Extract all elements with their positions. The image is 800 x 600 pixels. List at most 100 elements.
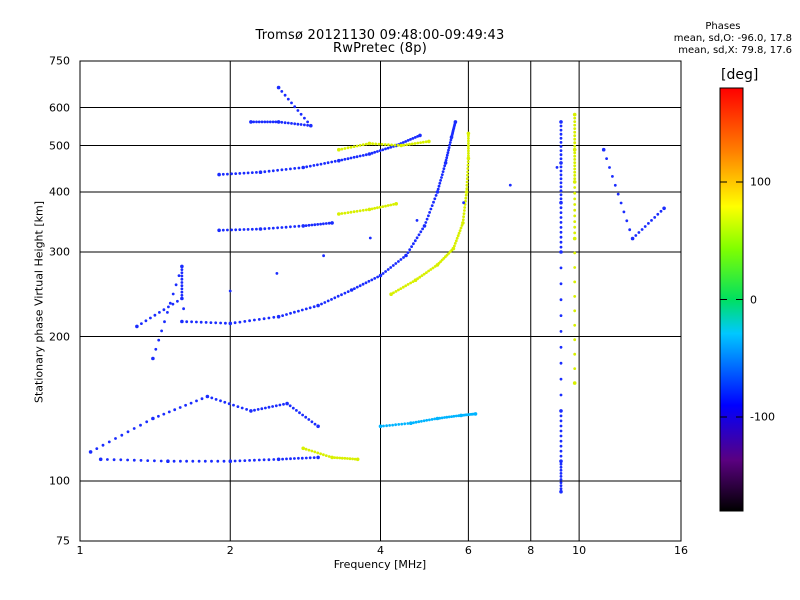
data-point [463, 206, 467, 209]
data-point [461, 218, 465, 222]
data-point [199, 320, 203, 324]
data-point [337, 212, 341, 216]
data-point [418, 275, 422, 279]
data-point [310, 223, 314, 227]
data-point [454, 414, 458, 418]
data-point [573, 170, 577, 174]
data-point [260, 120, 264, 124]
data-point [304, 447, 308, 451]
data-point [190, 320, 194, 324]
data-point [559, 145, 563, 148]
data-point [377, 142, 381, 146]
data-point [453, 120, 458, 124]
data-point [573, 309, 577, 313]
data-point [217, 172, 221, 177]
data-point [559, 128, 563, 132]
data-point [307, 448, 311, 452]
data-point [214, 398, 218, 401]
data-point [232, 403, 235, 407]
data-point [301, 224, 306, 228]
data-point [573, 141, 577, 145]
data-point [559, 185, 563, 189]
data-point [559, 282, 563, 286]
data-point [182, 307, 186, 311]
data-point [625, 219, 629, 223]
data-point [467, 139, 470, 143]
data-point [168, 301, 172, 305]
data-point [101, 443, 105, 447]
data-point [573, 164, 577, 168]
data-point [195, 399, 198, 403]
data-point [559, 468, 563, 472]
data-point [573, 266, 577, 269]
data-point [234, 172, 238, 176]
data-point [559, 424, 563, 428]
data-point [276, 85, 281, 90]
data-point [303, 116, 306, 120]
trace-0 [180, 120, 458, 326]
data-point [559, 459, 563, 464]
data-point [466, 170, 470, 174]
data-point [267, 316, 271, 320]
data-point [437, 184, 441, 188]
data-point [289, 311, 292, 315]
data-point [402, 256, 405, 259]
data-point [380, 142, 384, 146]
data-point [296, 122, 300, 126]
data-point [200, 397, 204, 401]
data-point [180, 268, 184, 271]
data-point [352, 210, 356, 214]
data-point [559, 449, 563, 453]
data-point [464, 190, 469, 194]
data-point [280, 120, 284, 124]
data-point [559, 206, 563, 210]
data-point [240, 406, 244, 410]
trace-3 [337, 202, 399, 216]
data-point [361, 282, 365, 286]
data-point [409, 138, 412, 141]
data-point [378, 205, 382, 209]
data-point [659, 209, 663, 213]
data-point [399, 258, 403, 261]
data-point [409, 281, 412, 285]
data-point [573, 174, 577, 177]
data-point [559, 193, 563, 197]
data-point [290, 101, 293, 105]
data-point [313, 223, 317, 227]
data-point [343, 456, 347, 460]
data-point [428, 211, 431, 214]
data-point [184, 403, 188, 407]
x-tick-label: 4 [377, 544, 384, 557]
data-point [304, 224, 308, 228]
data-point [439, 179, 442, 182]
data-point [249, 120, 253, 124]
data-point [573, 191, 577, 195]
data-point [466, 167, 470, 170]
trace-12 [572, 112, 577, 385]
data-point [381, 148, 385, 152]
data-point [422, 224, 427, 228]
data-point [559, 132, 563, 136]
data-point [650, 219, 653, 222]
data-point [280, 168, 284, 172]
data-point [401, 285, 405, 289]
data-point [559, 169, 563, 173]
data-point [242, 228, 246, 231]
data-point [140, 322, 143, 325]
data-point [217, 228, 221, 233]
data-point [386, 146, 390, 150]
data-point [450, 415, 453, 418]
data-point [640, 228, 644, 231]
data-point [559, 165, 563, 169]
data-point [326, 161, 330, 165]
data-point [355, 285, 359, 289]
data-point [416, 277, 419, 281]
data-point [246, 171, 250, 175]
data-point [573, 177, 577, 181]
x-tick-label: 1 [76, 544, 84, 557]
data-point [316, 223, 320, 226]
data-point [286, 97, 290, 101]
x-tick-label: 16 [674, 544, 688, 557]
data-point [405, 143, 409, 147]
